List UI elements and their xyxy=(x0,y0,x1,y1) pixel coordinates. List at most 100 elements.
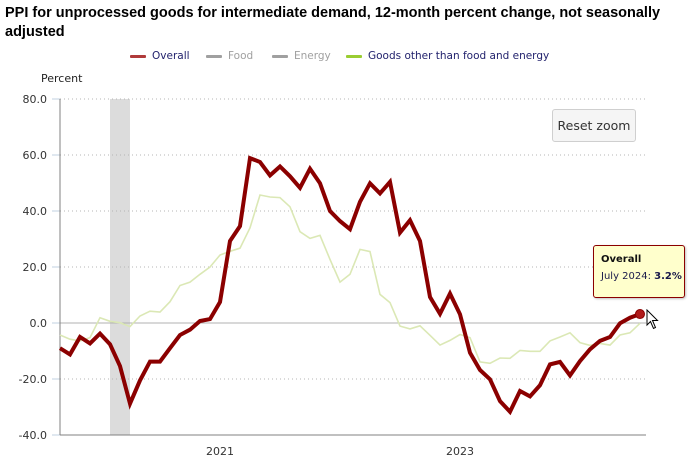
data-point-goods-other[interactable] xyxy=(189,281,191,283)
data-point-goods-other[interactable] xyxy=(439,344,441,346)
data-point-overall[interactable] xyxy=(239,225,241,227)
data-point-overall[interactable] xyxy=(579,360,581,362)
data-point-overall[interactable] xyxy=(109,343,111,345)
data-point-overall[interactable] xyxy=(119,365,121,367)
data-point-goods-other[interactable] xyxy=(169,301,171,303)
data-point-overall[interactable] xyxy=(459,313,461,315)
data-point-goods-other[interactable] xyxy=(579,342,581,344)
data-point-goods-other[interactable] xyxy=(239,247,241,249)
data-point-overall[interactable] xyxy=(249,157,251,159)
data-point-goods-other[interactable] xyxy=(509,357,511,359)
data-point-overall[interactable] xyxy=(489,378,491,380)
data-point-goods-other[interactable] xyxy=(459,333,461,335)
data-point-overall[interactable] xyxy=(69,353,71,355)
data-point-goods-other[interactable] xyxy=(559,336,561,338)
data-point-overall[interactable] xyxy=(89,342,91,344)
data-point-goods-other[interactable] xyxy=(99,317,101,319)
data-point-overall[interactable] xyxy=(549,363,551,365)
data-point-overall[interactable] xyxy=(139,379,141,381)
data-point-overall[interactable] xyxy=(309,168,311,170)
data-point-overall[interactable] xyxy=(289,175,291,177)
data-point-goods-other[interactable] xyxy=(609,344,611,346)
data-point-goods-other[interactable] xyxy=(429,334,431,336)
data-point-overall[interactable] xyxy=(399,232,401,234)
data-point-goods-other[interactable] xyxy=(419,325,421,327)
data-point-overall[interactable] xyxy=(429,296,431,298)
data-point-goods-other[interactable] xyxy=(219,254,221,256)
data-point-goods-other[interactable] xyxy=(449,339,451,341)
data-point-overall[interactable] xyxy=(299,187,301,189)
data-point-overall[interactable] xyxy=(229,240,231,242)
data-point-goods-other[interactable] xyxy=(639,322,641,324)
data-point-goods-other[interactable] xyxy=(489,362,491,364)
legend-item-goods-other[interactable]: Goods other than food and energy xyxy=(346,48,549,64)
data-point-goods-other[interactable] xyxy=(529,350,531,352)
series-line-overall[interactable] xyxy=(58,155,641,416)
data-point-goods-other[interactable] xyxy=(349,273,351,275)
data-point-overall[interactable] xyxy=(539,384,541,386)
data-point-overall[interactable] xyxy=(479,369,481,371)
data-point-goods-other[interactable] xyxy=(279,197,281,199)
data-point-overall[interactable] xyxy=(199,320,201,322)
data-point-overall[interactable] xyxy=(319,182,321,184)
data-point-goods-other[interactable] xyxy=(399,325,401,327)
data-point-overall[interactable] xyxy=(179,334,181,336)
data-point-goods-other[interactable] xyxy=(359,248,361,250)
data-point-overall[interactable] xyxy=(609,336,611,338)
data-point-goods-other[interactable] xyxy=(89,337,91,339)
data-point-overall[interactable] xyxy=(499,400,501,402)
data-point-goods-other[interactable] xyxy=(309,237,311,239)
data-point-overall[interactable] xyxy=(129,403,131,405)
data-point-goods-other[interactable] xyxy=(259,194,261,196)
data-point-goods-other[interactable] xyxy=(199,273,201,275)
data-point-goods-other[interactable] xyxy=(389,302,391,304)
data-point-overall[interactable] xyxy=(259,161,261,163)
data-point-overall[interactable] xyxy=(159,361,161,363)
data-point-overall[interactable] xyxy=(419,240,421,242)
data-point-overall[interactable] xyxy=(389,181,391,183)
data-point-overall[interactable] xyxy=(279,165,281,167)
data-point-goods-other[interactable] xyxy=(59,334,61,336)
data-point-goods-other[interactable] xyxy=(629,332,631,334)
series-line-goods-other[interactable] xyxy=(59,194,641,365)
data-point-overall[interactable] xyxy=(79,336,81,338)
data-point-overall[interactable] xyxy=(449,293,451,295)
data-point-overall[interactable] xyxy=(59,347,61,349)
data-point-overall[interactable] xyxy=(569,374,571,376)
data-point-goods-other[interactable] xyxy=(369,251,371,253)
hover-marker-overall[interactable] xyxy=(635,309,645,320)
data-point-goods-other[interactable] xyxy=(569,332,571,334)
reset-zoom-button[interactable]: Reset zoom xyxy=(552,109,636,142)
data-point-goods-other[interactable] xyxy=(119,322,121,324)
data-point-goods-other[interactable] xyxy=(319,234,321,236)
data-point-goods-other[interactable] xyxy=(69,338,71,340)
data-point-goods-other[interactable] xyxy=(549,340,551,342)
data-point-goods-other[interactable] xyxy=(139,315,141,317)
data-point-overall[interactable] xyxy=(349,228,351,230)
data-point-goods-other[interactable] xyxy=(539,350,541,352)
data-point-goods-other[interactable] xyxy=(149,310,151,312)
data-point-overall[interactable] xyxy=(439,313,441,315)
legend-item-energy[interactable]: Energy xyxy=(272,48,331,64)
data-point-overall[interactable] xyxy=(189,329,191,331)
data-point-overall[interactable] xyxy=(269,174,271,176)
data-point-overall[interactable] xyxy=(559,361,561,363)
data-point-overall[interactable] xyxy=(99,333,101,335)
data-point-goods-other[interactable] xyxy=(519,349,521,351)
data-point-goods-other[interactable] xyxy=(499,357,501,359)
data-point-goods-other[interactable] xyxy=(249,227,251,229)
data-point-overall[interactable] xyxy=(369,182,371,184)
data-point-overall[interactable] xyxy=(379,192,381,194)
data-point-goods-other[interactable] xyxy=(299,231,301,233)
data-point-goods-other[interactable] xyxy=(379,293,381,295)
data-point-overall[interactable] xyxy=(219,301,221,303)
data-point-overall[interactable] xyxy=(409,219,411,221)
data-point-overall[interactable] xyxy=(519,390,521,392)
data-point-goods-other[interactable] xyxy=(109,320,111,322)
data-point-goods-other[interactable] xyxy=(469,337,471,339)
data-point-overall[interactable] xyxy=(619,322,621,324)
data-point-overall[interactable] xyxy=(509,411,511,413)
data-point-overall[interactable] xyxy=(599,340,601,342)
data-point-overall[interactable] xyxy=(359,201,361,203)
